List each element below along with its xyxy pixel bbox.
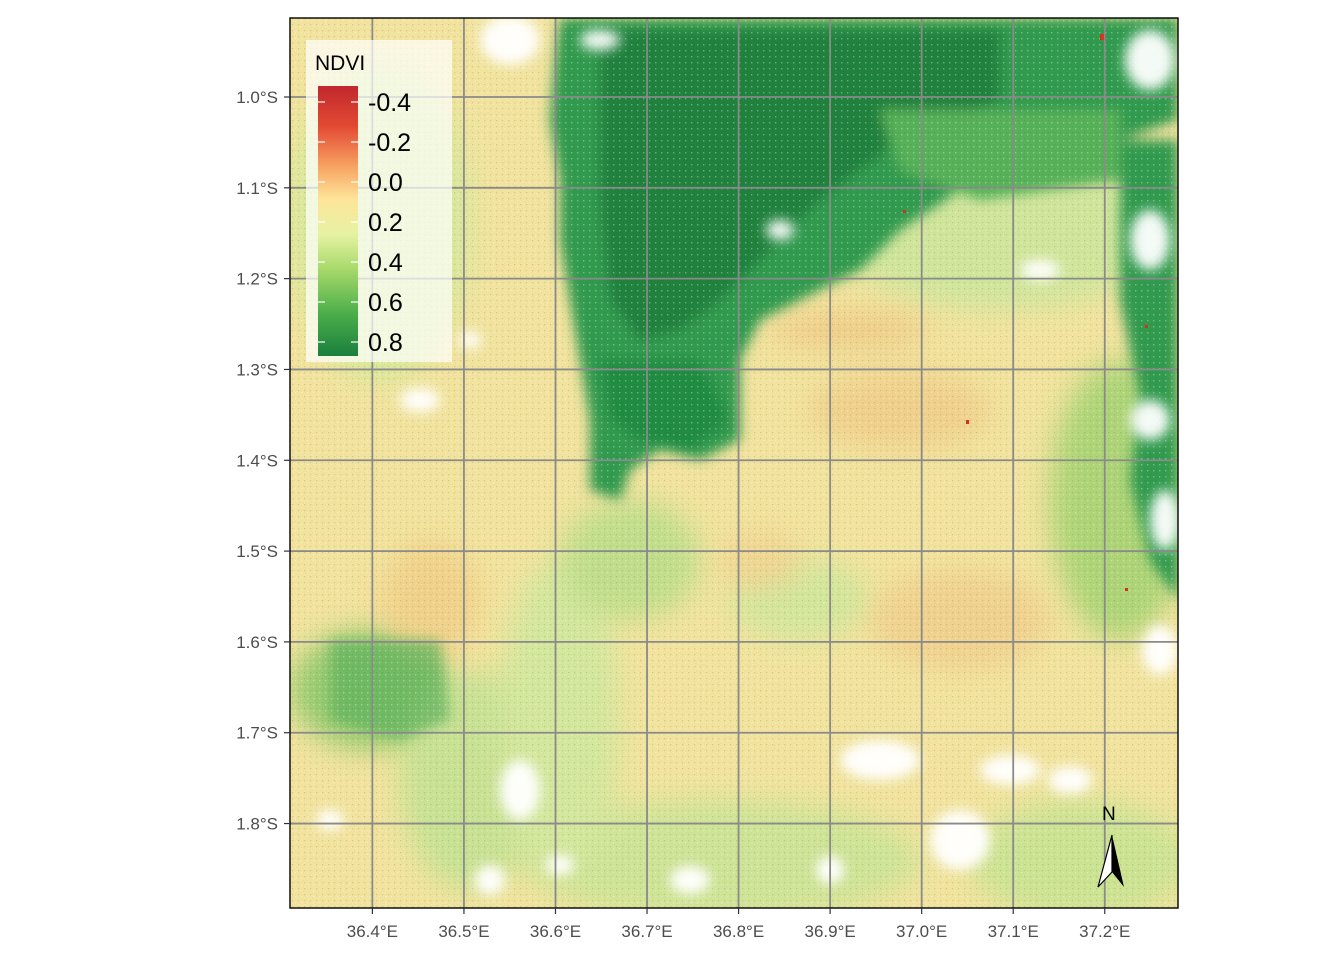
ndvi-legend: NDVI -0.4 -0.2 0.0 0.2 0.4 0.6 0.8 xyxy=(306,40,452,362)
legend-tick-label: -0.2 xyxy=(368,129,411,157)
legend-tick-group: -0.4 -0.2 0.0 0.2 0.4 0.6 0.8 xyxy=(318,89,411,357)
north-label: N xyxy=(1102,804,1116,825)
ndvi-raster xyxy=(290,18,1178,908)
legend-tick-label: 0.0 xyxy=(368,169,403,197)
x-tick-label: 37.2°E xyxy=(1079,922,1130,941)
map-panel-border xyxy=(289,17,1179,909)
y-tick-label: 1.2°S xyxy=(236,270,278,289)
x-tick-label: 36.6°E xyxy=(530,922,581,941)
north-arrow-icon xyxy=(1112,835,1124,887)
y-tick-label: 1.4°S xyxy=(236,451,278,470)
y-tick-label: 1.3°S xyxy=(236,360,278,379)
legend-tick-label: 0.4 xyxy=(368,249,403,277)
x-axis: 36.4°E 36.5°E 36.6°E 36.7°E 36.8°E 36.9°E 37.0… xyxy=(347,908,1130,941)
y-tick-label: 1.7°S xyxy=(236,724,278,743)
legend-colorbar xyxy=(318,86,358,356)
y-tick-label: 1.0°S xyxy=(236,88,278,107)
y-tick-label: 1.6°S xyxy=(236,633,278,652)
y-tick-label: 1.8°S xyxy=(236,815,278,834)
legend-tick-label: -0.4 xyxy=(368,89,411,117)
y-tick-label: 1.5°S xyxy=(236,542,278,561)
x-tick-label: 36.5°E xyxy=(438,922,489,941)
x-tick-label: 37.0°E xyxy=(896,922,947,941)
legend-tick-label: 0.2 xyxy=(368,209,403,237)
north-arrow: N xyxy=(1097,804,1124,888)
y-tick-label: 1.1°S xyxy=(236,179,278,198)
legend-title: NDVI xyxy=(315,52,365,75)
graticule-grid xyxy=(290,18,1178,908)
x-tick-label: 36.4°E xyxy=(347,922,398,941)
x-tick-label: 36.7°E xyxy=(621,922,672,941)
x-tick-label: 36.8°E xyxy=(713,922,764,941)
x-tick-label: 37.1°E xyxy=(988,922,1039,941)
legend-tick-label: 0.6 xyxy=(368,289,403,317)
x-tick-label: 36.9°E xyxy=(805,922,856,941)
y-axis: 1.0°S 1.1°S 1.2°S 1.3°S 1.4°S 1.5°S 1.6°S 1.7°S… xyxy=(236,88,290,834)
legend-tick-label: 0.8 xyxy=(368,329,403,357)
